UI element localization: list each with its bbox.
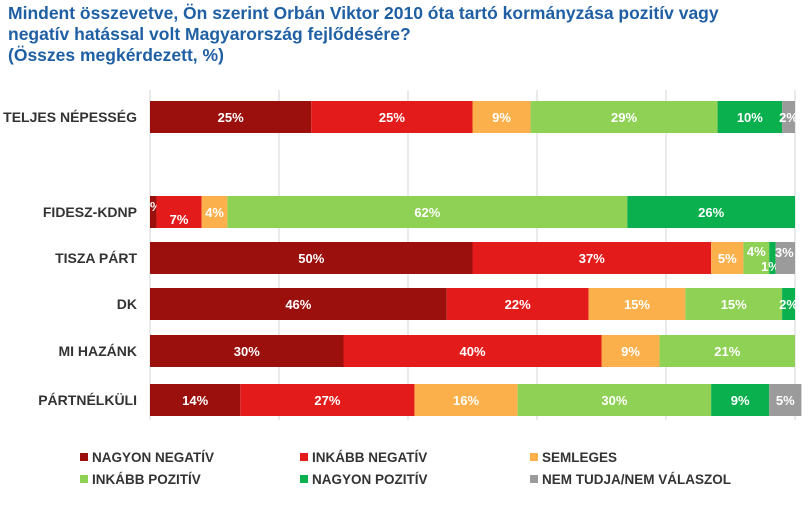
data-label: 7%	[170, 212, 189, 227]
data-label: 62%	[414, 205, 440, 220]
chart-title: Mindent összevetve, Ön szerint Orbán Vik…	[8, 3, 798, 66]
bar-segment	[150, 242, 473, 274]
chart-subtitle: (Összes megkérdezett, %)	[8, 45, 224, 65]
data-label: 2%	[779, 110, 798, 125]
data-label: 30%	[234, 344, 260, 359]
data-label: 50%	[298, 251, 324, 266]
bar-segment	[782, 101, 795, 133]
data-label: 5%	[718, 251, 737, 266]
bar-segment	[150, 288, 447, 320]
data-label: 9%	[731, 393, 750, 408]
legend-swatch	[300, 453, 308, 461]
bar-segment	[472, 242, 712, 274]
category-label: MI HAZÁNK	[58, 343, 137, 359]
bar-segment	[743, 242, 770, 274]
legend-item: NAGYON POZITÍV	[300, 470, 428, 490]
legend-label: INKÁBB POZITÍV	[92, 472, 201, 487]
data-label: 9%	[621, 344, 640, 359]
bar-segment	[311, 101, 473, 133]
data-label: 4%	[747, 244, 766, 259]
bar-segment	[201, 196, 228, 228]
data-label: 15%	[721, 297, 747, 312]
bar-segment	[775, 242, 795, 274]
bar-segment	[588, 288, 686, 320]
data-label: 27%	[314, 393, 340, 408]
bar-segment	[150, 196, 157, 228]
bar-segment	[530, 101, 718, 133]
legend-label: SEMLEGES	[542, 450, 618, 465]
chart-title-line-2: negatív hatással volt Magyarország fejlő…	[8, 24, 411, 44]
data-label: 46%	[285, 297, 311, 312]
bar-segment	[517, 384, 712, 416]
bar-segment	[150, 384, 241, 416]
legend-item: NEM TUDJA/NEM VÁLASZOL	[530, 470, 731, 490]
category-label: DK	[117, 296, 137, 312]
data-label: 10%	[737, 110, 763, 125]
bar-segment	[711, 242, 744, 274]
bar-segment	[414, 384, 518, 416]
data-label: 15%	[624, 297, 650, 312]
bar-segment	[769, 242, 776, 274]
legend-label: INKÁBB NEGATÍV	[312, 450, 428, 465]
data-label: 3%	[775, 245, 794, 260]
data-label: 16%	[453, 393, 479, 408]
legend-swatch	[530, 475, 538, 483]
bar-segment	[150, 101, 312, 133]
legend-label: NEM TUDJA/NEM VÁLASZOL	[542, 472, 731, 487]
bar-segment	[717, 101, 783, 133]
data-label: 37%	[579, 251, 605, 266]
data-label: 2%	[779, 297, 798, 312]
legend-label: NAGYON POZITÍV	[312, 472, 428, 487]
bar-segment	[711, 384, 770, 416]
legend-swatch	[80, 453, 88, 461]
category-label: FIDESZ-KDNP	[43, 204, 137, 220]
bar-segment	[769, 384, 802, 416]
bar-segment	[227, 196, 628, 228]
bar-segment	[627, 196, 795, 228]
data-label: 1%	[761, 259, 780, 274]
legend-item: NAGYON NEGATÍV	[80, 448, 214, 468]
data-label: 5%	[776, 393, 795, 408]
bar-segment	[782, 288, 795, 320]
bar-segment	[446, 288, 589, 320]
data-label: 14%	[182, 393, 208, 408]
legend-swatch	[530, 453, 538, 461]
data-label: 21%	[714, 344, 740, 359]
category-label: TISZA PÁRT	[55, 250, 137, 266]
legend-item: INKÁBB NEGATÍV	[300, 448, 427, 468]
legend-item: INKÁBB POZITÍV	[80, 470, 201, 490]
bar-segment	[150, 335, 344, 367]
data-label: 26%	[698, 205, 724, 220]
legend-label: NAGYON NEGATÍV	[92, 450, 215, 465]
data-label: 30%	[601, 393, 627, 408]
stacked-bar-chart: TELJES NÉPESSÉG 25% 25% 9% 29% 10% 2% FIDESZ-KD…	[3, 90, 802, 420]
bar-segment	[601, 335, 660, 367]
data-label: 29%	[611, 110, 637, 125]
data-label: 40%	[459, 344, 485, 359]
bar-segment	[343, 335, 602, 367]
data-label: 4%	[205, 205, 224, 220]
chart-title-line-1: Mindent összevetve, Ön szerint Orbán Vik…	[8, 3, 719, 23]
category-label: TELJES NÉPESSÉG	[3, 109, 137, 125]
data-label: 25%	[379, 110, 405, 125]
bar-segment	[240, 384, 415, 416]
legend-swatch	[300, 475, 308, 483]
legend-item: SEMLEGES	[530, 448, 617, 468]
legend-swatch	[80, 475, 88, 483]
bar-segment	[156, 196, 202, 228]
data-label: 9%	[492, 110, 511, 125]
data-label: 25%	[218, 110, 244, 125]
bar-segment	[472, 101, 531, 133]
bar-segment	[659, 335, 795, 367]
bar-segment	[685, 288, 783, 320]
category-label: PÁRTNÉLKÜLI	[38, 392, 137, 408]
data-label: 22%	[505, 297, 531, 312]
